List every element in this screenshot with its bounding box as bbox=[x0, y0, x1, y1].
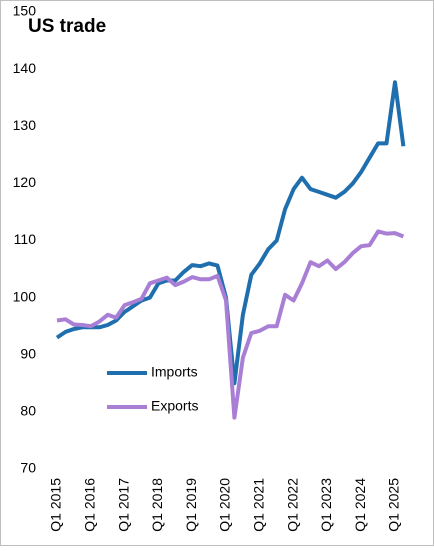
y-tick-label: 120 bbox=[13, 174, 37, 190]
x-tick-label: Q1 2016 bbox=[82, 478, 98, 532]
x-tick-label: Q1 2023 bbox=[318, 478, 334, 532]
y-tick-label: 90 bbox=[20, 345, 36, 361]
x-tick-label: Q1 2021 bbox=[251, 478, 267, 532]
x-tick-label: Q1 2020 bbox=[217, 478, 233, 532]
x-tick-label: Q1 2018 bbox=[149, 478, 165, 532]
y-tick-label: 140 bbox=[13, 60, 37, 76]
x-tick-label: Q1 2019 bbox=[183, 478, 199, 532]
x-tick-label: Q1 2025 bbox=[386, 478, 402, 532]
legend-label: Imports bbox=[151, 364, 198, 380]
y-tick-label: 80 bbox=[20, 403, 36, 419]
x-tick-label: Q1 2015 bbox=[48, 478, 64, 532]
line-series bbox=[56, 229, 405, 420]
chart-title: US trade bbox=[28, 16, 106, 37]
x-tick-label: Q1 2017 bbox=[115, 478, 131, 532]
y-tick-label: 130 bbox=[13, 117, 37, 133]
y-tick-label: 150 bbox=[13, 3, 37, 19]
y-tick-label: 110 bbox=[14, 231, 37, 247]
y-tick-label: 70 bbox=[20, 460, 36, 476]
x-tick-label: Q1 2022 bbox=[284, 478, 300, 532]
y-tick-label: 100 bbox=[13, 288, 37, 304]
legend-label: Exports bbox=[151, 398, 198, 414]
x-tick-label: Q1 2024 bbox=[352, 478, 368, 532]
